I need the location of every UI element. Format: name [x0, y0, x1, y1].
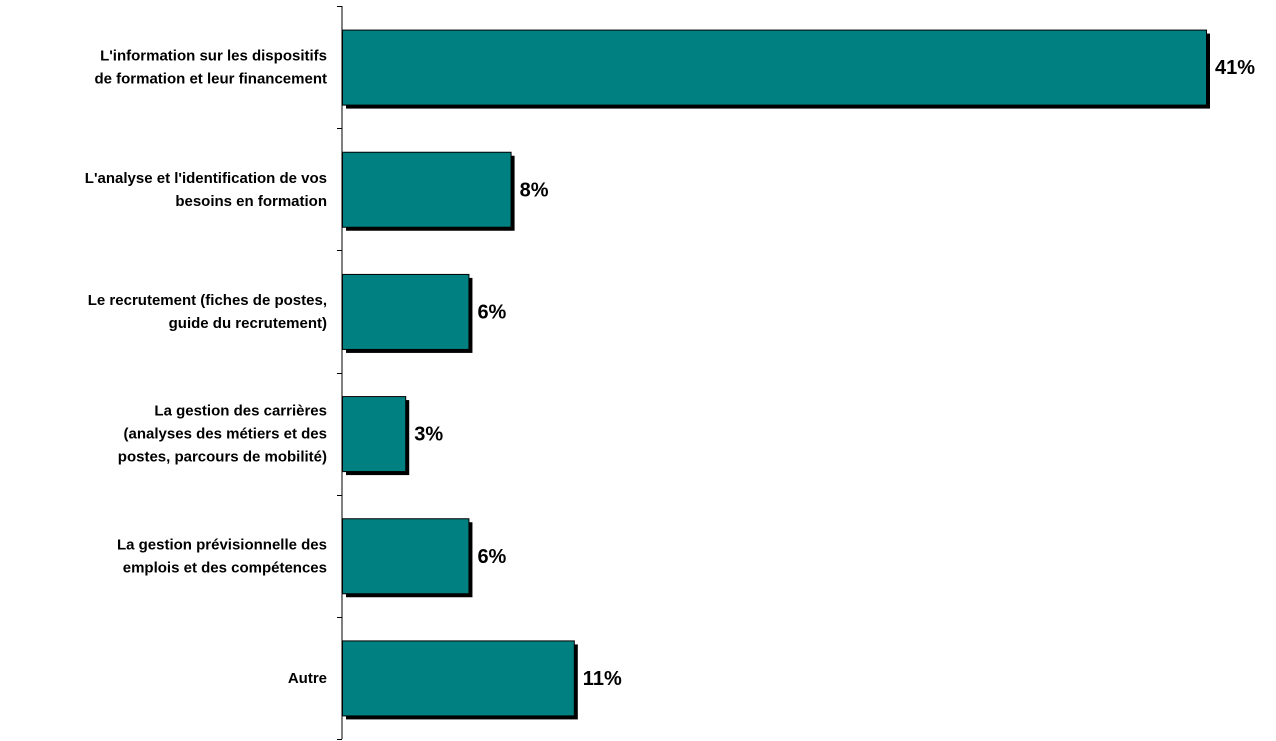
- category-label-line: guide du recrutement): [169, 315, 327, 332]
- bar: [342, 151, 512, 228]
- category-label-line: L'analyse et l'identification de vos: [85, 170, 327, 187]
- category-label-line: La gestion prévisionnelle des: [117, 536, 327, 553]
- category-label-line: L'information sur les dispositifs: [100, 48, 327, 65]
- bar: [342, 273, 470, 350]
- bar: [342, 518, 470, 595]
- bar-value-label: 41%: [1215, 57, 1255, 79]
- category-label-line: postes, parcours de mobilité): [118, 449, 327, 466]
- category-label-line: emplois et des compétences: [123, 559, 327, 576]
- category-label-line: besoins en formation: [175, 193, 327, 210]
- category-label-line: Autre: [288, 670, 327, 687]
- bars-layer: [342, 29, 1210, 720]
- category-label: L'analyse et l'identification de vos beso…: [85, 170, 327, 210]
- category-label-line: Le recrutement (fiches de postes,: [88, 292, 327, 309]
- bar-value-label: 8%: [520, 179, 549, 201]
- category-label: La gestion prévisionnelle des emplois et …: [117, 536, 327, 576]
- bar: [342, 640, 575, 717]
- axis-layer: [337, 6, 343, 740]
- bar-value-label: 6%: [477, 301, 506, 323]
- bar: [342, 396, 407, 473]
- labels-layer: 41% L'information sur les dispositifs de f…: [85, 48, 1255, 690]
- category-label: Autre: [288, 670, 327, 687]
- category-label: L'information sur les dispositifs de form…: [94, 48, 327, 88]
- bar-value-label: 11%: [583, 668, 622, 690]
- category-label: La gestion des carrières (analyses des mé…: [118, 403, 327, 466]
- bar: [342, 29, 1207, 106]
- category-label-line: de formation et leur financement: [94, 71, 327, 88]
- bar-value-label: 3%: [414, 424, 443, 446]
- category-label-line: La gestion des carrières: [154, 403, 327, 420]
- category-label: Le recrutement (fiches de postes, guide d…: [88, 292, 327, 332]
- category-label-line: (analyses des métiers et des: [124, 426, 327, 443]
- bar-value-label: 6%: [477, 546, 506, 568]
